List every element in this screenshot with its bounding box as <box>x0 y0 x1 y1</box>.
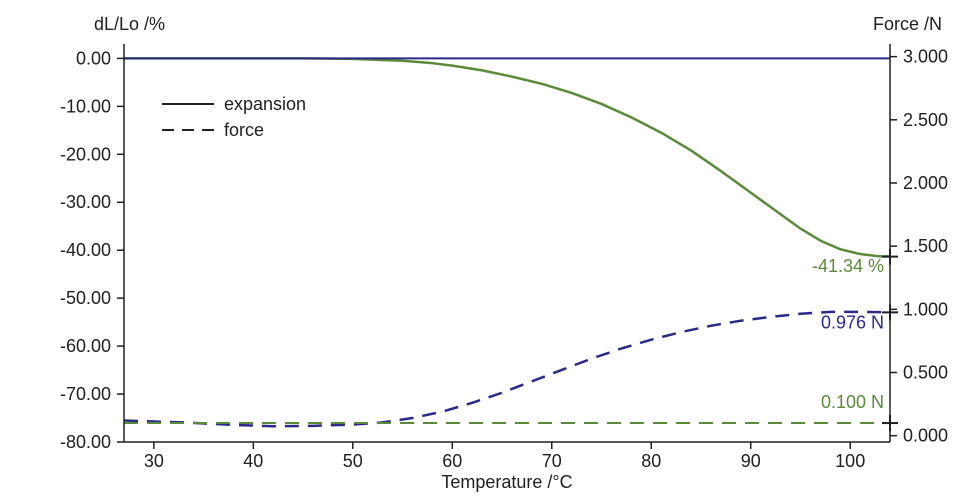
y-left-tick-label: -80.00 <box>60 432 111 452</box>
value-annotation: 0.976 N <box>821 312 884 332</box>
x-tick-label: 60 <box>442 451 462 471</box>
y-right-tick-label: 0.500 <box>903 363 948 383</box>
y-left-title: dL/Lo /% <box>94 14 165 34</box>
x-tick-label: 40 <box>243 451 263 471</box>
x-tick-label: 90 <box>741 451 761 471</box>
y-right-tick-label: 1.000 <box>903 299 948 319</box>
y-left-tick-label: -40.00 <box>60 240 111 260</box>
y-right-tick-label: 2.000 <box>903 173 948 193</box>
x-tick-label: 70 <box>542 451 562 471</box>
y-left-tick-label: -60.00 <box>60 336 111 356</box>
y-right-title: Force /N <box>873 14 942 34</box>
x-tick-label: 100 <box>835 451 865 471</box>
legend-label: force <box>224 120 264 140</box>
y-left-tick-label: -20.00 <box>60 144 111 164</box>
value-annotation: 0.100 N <box>821 392 884 412</box>
x-tick-label: 30 <box>144 451 164 471</box>
x-tick-label: 50 <box>343 451 363 471</box>
value-annotation: -41.34 % <box>812 256 884 276</box>
y-left-tick-label: -10.00 <box>60 96 111 116</box>
chart-container: 30 40 50 60 70 80 90 100 Temperature /°C 0.00 -10.… <box>0 0 960 500</box>
x-axis-title: Temperature /°C <box>441 472 572 492</box>
y-left-tick-label: -70.00 <box>60 384 111 404</box>
legend-label: expansion <box>224 94 306 114</box>
y-right-tick-label: 1.500 <box>903 236 948 256</box>
y-right-tick-label: 2.500 <box>903 110 948 130</box>
chart-svg: 30 40 50 60 70 80 90 100 Temperature /°C 0.00 -10.… <box>0 0 960 500</box>
y-right-tick-label: 0.000 <box>903 426 948 446</box>
y-left-tick-label: -30.00 <box>60 192 111 212</box>
y-left-tick-label: 0.00 <box>76 48 111 68</box>
y-right-tick-label: 3.000 <box>903 47 948 67</box>
x-tick-label: 80 <box>641 451 661 471</box>
y-left-tick-label: -50.00 <box>60 288 111 308</box>
